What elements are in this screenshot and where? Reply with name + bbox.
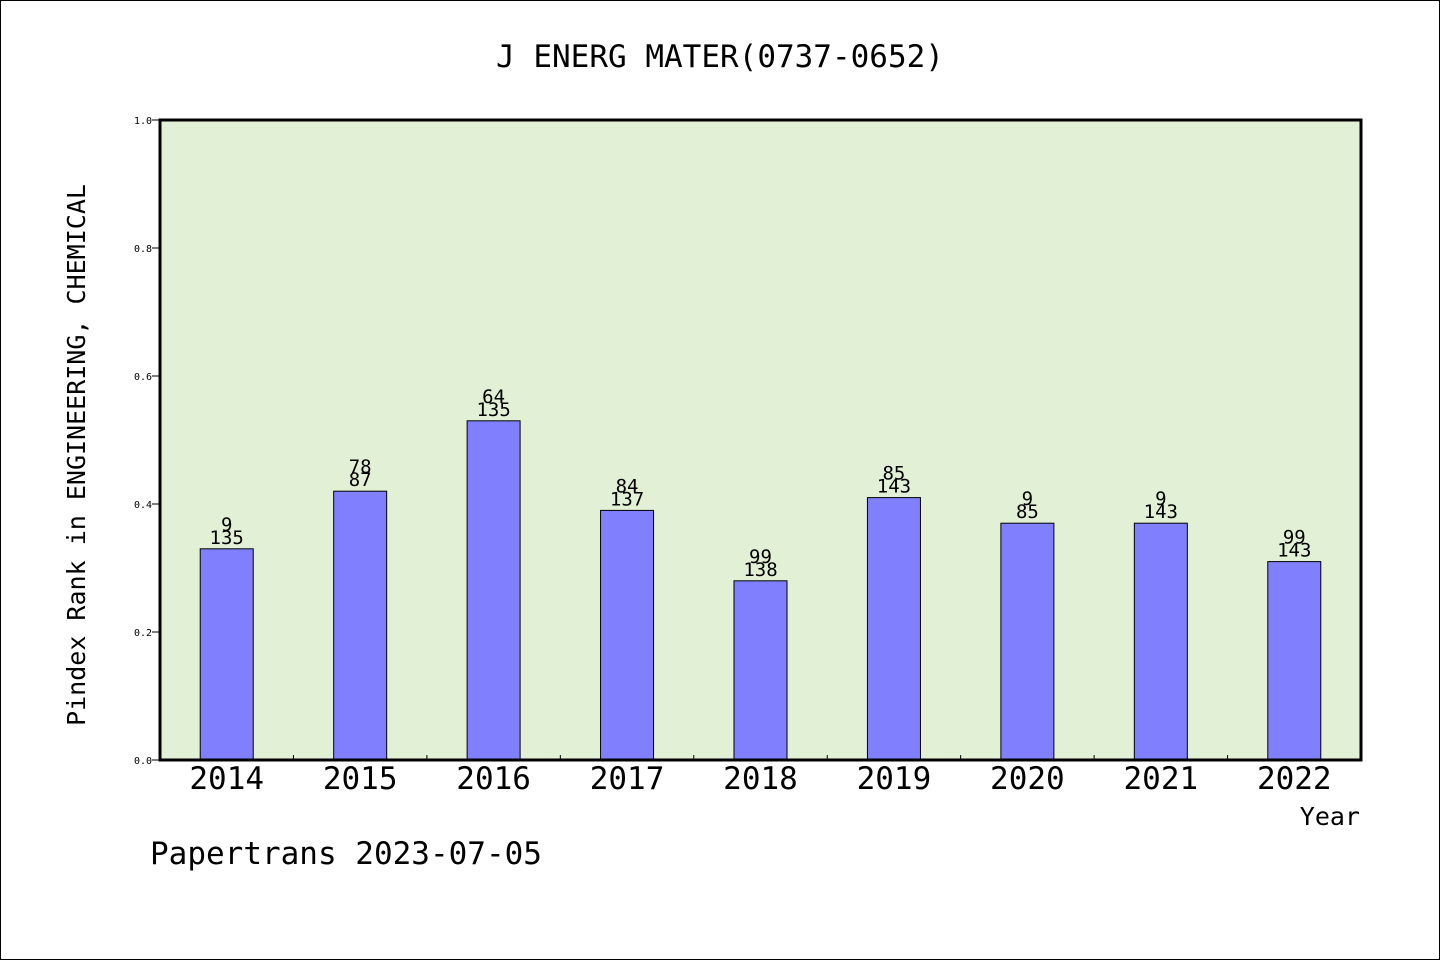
- bar-series: [199, 420, 1322, 761]
- footer-credit: Papertrans 2023-07-05: [150, 836, 542, 872]
- bar-2021: [1133, 522, 1188, 761]
- x-tick-label: 2022: [1257, 761, 1332, 797]
- x-axis-labels: 2014 2015 2016 2017 2018 2019 2020 2021 2022: [189, 761, 1331, 797]
- y-tick-label: 0.6: [134, 372, 152, 383]
- x-tick-label: 2015: [323, 761, 398, 797]
- bar-2019: [866, 497, 921, 761]
- bar-total-label: 85: [1016, 501, 1039, 523]
- bar-rank-label: 9: [1022, 488, 1033, 510]
- bar-total-label: 87: [349, 469, 372, 491]
- bar-total-label: 143: [1277, 540, 1311, 562]
- bar-rank-label: 99: [1283, 527, 1306, 549]
- bar-2015: [333, 490, 388, 761]
- bar-total-label: 137: [610, 488, 644, 510]
- plot-border: [158, 118, 1363, 762]
- bar-2020: [1000, 522, 1055, 761]
- y-tick-label: 0.2: [134, 628, 152, 639]
- bar-total-label: 143: [877, 476, 911, 498]
- bar-rank-label: 99: [749, 546, 772, 568]
- y-axis-title: Pindex Rank in ENGINEERING, CHEMICAL: [62, 184, 91, 726]
- y-axis: 0.0 0.2 0.4 0.6 0.8 1.0: [134, 116, 160, 767]
- y-tick-label: 0.4: [134, 500, 152, 511]
- chart-title: J ENERG MATER(0737-0652): [496, 39, 944, 75]
- x-tick-label: 2019: [857, 761, 932, 797]
- bar-2014: [199, 548, 254, 761]
- y-tick-label: 0.0: [134, 756, 152, 767]
- bar-2017: [600, 509, 655, 761]
- y-tick-label: 1.0: [134, 116, 152, 127]
- bar-total-label: 135: [210, 527, 244, 549]
- bar-rank-label: 85: [882, 463, 905, 485]
- x-tick-label: 2016: [456, 761, 531, 797]
- x-tick-label: 2017: [590, 761, 665, 797]
- x-tick-label: 2014: [189, 761, 264, 797]
- bar-rank-label: 64: [482, 386, 505, 408]
- x-axis-title: Year: [1300, 802, 1360, 831]
- bar-rank-label: 78: [349, 456, 372, 478]
- x-tick-label: 2018: [723, 761, 798, 797]
- bar-total-label: 135: [476, 399, 510, 421]
- bar-total-label: 138: [743, 559, 777, 581]
- x-tick-label: 2020: [990, 761, 1065, 797]
- bar-total-label: 143: [1144, 501, 1178, 523]
- bar-rank-label: 9: [221, 514, 232, 536]
- bar-2016: [466, 420, 521, 761]
- bar-rank-label: 84: [616, 475, 639, 497]
- bar-2018: [733, 580, 788, 761]
- x-tick-label: 2021: [1124, 761, 1199, 797]
- bar-2022: [1267, 561, 1322, 761]
- bar-rank-label: 9: [1155, 488, 1166, 510]
- y-tick-label: 0.8: [134, 244, 152, 255]
